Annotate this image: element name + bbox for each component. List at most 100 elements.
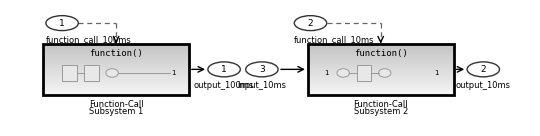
Bar [308,72,454,73]
Bar [43,55,189,56]
Ellipse shape [208,62,240,77]
Bar [43,47,189,49]
Bar [308,56,454,58]
Text: output_10ms: output_10ms [456,81,511,90]
Ellipse shape [294,16,327,31]
Bar [43,89,189,90]
Bar [308,66,454,67]
Bar [43,80,189,81]
Bar [308,60,454,62]
Bar [43,78,189,80]
Bar [308,51,454,53]
Bar [43,73,189,75]
Text: function(): function() [89,49,143,58]
Bar [308,59,454,60]
Ellipse shape [379,69,391,77]
Bar [308,81,454,82]
Bar [308,80,454,81]
Bar [308,87,454,89]
Bar [308,75,454,76]
Text: 1: 1 [324,70,328,76]
Bar [308,63,454,64]
Bar [43,44,189,95]
Bar [308,58,454,59]
Bar [308,54,454,55]
Bar [356,65,371,81]
Text: function_call_100ms: function_call_100ms [46,35,132,44]
Bar [308,44,454,95]
Bar [84,65,99,81]
Bar [43,60,189,62]
Bar [308,78,454,80]
Text: input_10ms: input_10ms [238,81,286,90]
Bar [308,44,454,45]
Ellipse shape [46,16,78,31]
Bar [308,89,454,90]
Text: Function-Call: Function-Call [353,100,408,109]
Bar [308,91,454,93]
Bar [43,63,189,64]
Ellipse shape [467,62,500,77]
Bar [308,84,454,85]
Text: output_100ms: output_100ms [194,81,254,90]
Bar [308,47,454,49]
Bar [43,87,189,89]
Bar [308,93,454,94]
Bar [43,58,189,59]
Bar [308,46,454,47]
Bar [308,45,454,46]
Bar [43,76,189,77]
Bar [43,77,189,78]
Bar [43,86,189,87]
Bar [43,49,189,50]
Bar [43,82,189,84]
Text: function_call_10ms: function_call_10ms [294,35,375,44]
Bar [308,94,454,95]
Bar [43,72,189,73]
Bar [43,67,189,68]
Bar [43,45,189,46]
Text: function(): function() [354,49,408,58]
Bar [308,64,454,66]
Bar [43,44,189,45]
Bar [308,62,454,63]
Bar [43,91,189,93]
Bar [43,81,189,82]
Text: 1: 1 [221,65,227,74]
Text: 3: 3 [259,65,265,74]
Ellipse shape [246,62,278,77]
Text: 1: 1 [435,70,439,76]
Bar [308,50,454,51]
Bar [308,68,454,69]
Bar [308,69,454,71]
Bar [43,54,189,55]
Bar [43,66,189,67]
Bar [43,84,189,85]
Bar [43,69,189,71]
Bar [308,55,454,56]
Bar [43,59,189,60]
Bar [62,65,77,81]
Bar [308,71,454,72]
Bar [43,85,189,86]
Bar [308,76,454,77]
Text: Function-Call: Function-Call [89,100,144,109]
Bar [308,77,454,78]
Bar [43,51,189,53]
Bar [43,75,189,76]
Bar [43,71,189,72]
Text: Subsystem 2: Subsystem 2 [354,107,408,116]
Bar [43,90,189,91]
Ellipse shape [337,69,349,77]
Bar [43,68,189,69]
Bar [308,90,454,91]
Text: 2: 2 [308,19,313,28]
Ellipse shape [106,69,118,77]
Text: Subsystem 1: Subsystem 1 [89,107,143,116]
Text: 2: 2 [481,65,486,74]
Bar [308,82,454,84]
Text: 1: 1 [171,70,176,76]
Text: 1: 1 [59,19,65,28]
Bar [308,85,454,86]
Bar [308,49,454,50]
